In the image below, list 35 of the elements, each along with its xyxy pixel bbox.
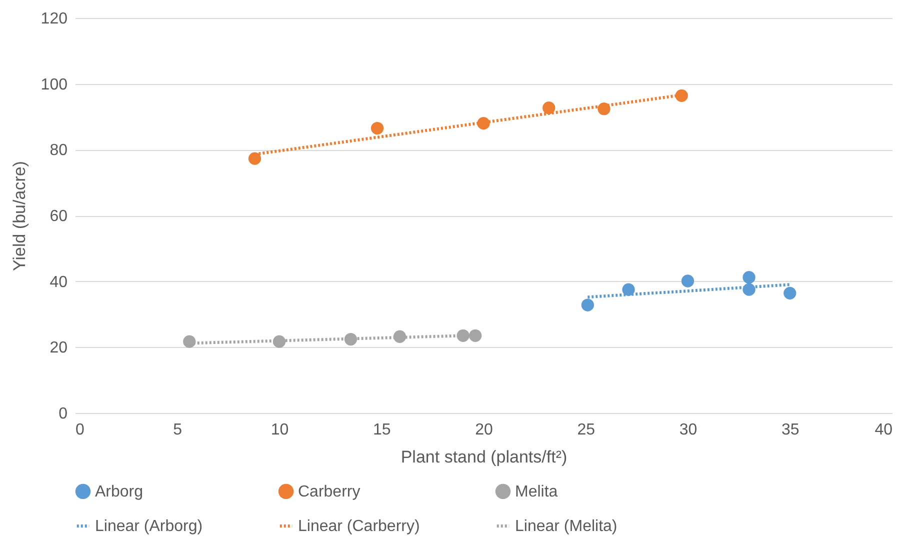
legend-label: Linear (Melita) (515, 518, 618, 535)
point (622, 283, 635, 296)
y-tick-label: 120 (40, 10, 68, 28)
point (542, 102, 556, 114)
point (248, 152, 262, 165)
x-tick-label: 5 (173, 422, 182, 438)
x-axis-title: Plant stand (plants/ft²) (400, 448, 568, 466)
x-tick-label: 10 (270, 422, 289, 438)
x-tick-label: 25 (577, 422, 596, 438)
point (742, 271, 756, 284)
y-tick-label: 60 (50, 208, 68, 225)
legend-label: Arborg (95, 483, 144, 500)
x-tick-label: 20 (475, 422, 493, 438)
y-axis-title: Yield (bu/acre) (10, 161, 29, 271)
x-tick-label: 30 (679, 422, 698, 438)
x-tick-label: 0 (76, 422, 84, 438)
y-tick-label: 20 (50, 340, 68, 357)
point (581, 298, 594, 312)
point (675, 89, 688, 102)
legend-label: Linear (Arborg) (95, 518, 203, 535)
legend-label: Melita (515, 483, 558, 500)
point (469, 329, 482, 342)
y-tick-label: 100 (40, 76, 68, 94)
y-tick-label: 40 (50, 274, 68, 291)
legend-label: Linear (Carberry) (298, 518, 420, 535)
point (370, 122, 384, 135)
point (784, 286, 796, 300)
point (681, 274, 694, 288)
x-tick-label: 40 (874, 422, 893, 438)
y-tick-label: 0 (58, 406, 68, 422)
point (183, 335, 196, 348)
x-tick-label: 15 (372, 422, 391, 438)
legend-label: Carberry (298, 483, 360, 500)
x-tick-label: 35 (781, 422, 800, 438)
y-tick-label: 80 (50, 142, 68, 160)
